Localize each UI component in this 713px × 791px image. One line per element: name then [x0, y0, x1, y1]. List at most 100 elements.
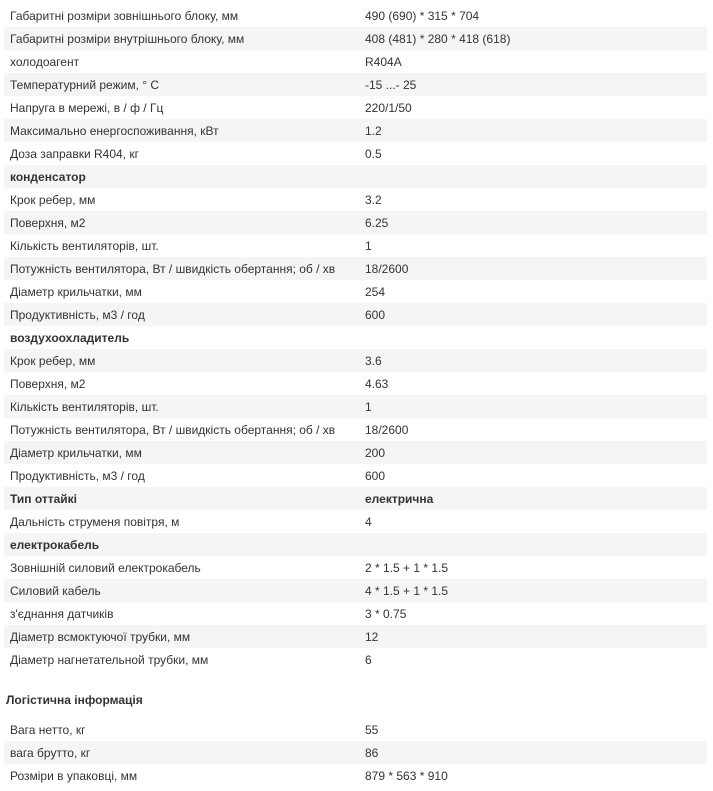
spec-table: Габаритні розміри зовнішнього блоку, мм 4…: [4, 4, 707, 671]
row-value: 220/1/50: [365, 100, 412, 115]
row-label: електрокабель: [4, 533, 359, 556]
row-label: Доза заправки R404, кг: [10, 146, 139, 161]
section-title: Логістична інформація: [6, 693, 143, 707]
row-label: вага брутто, кг: [4, 741, 359, 764]
empty-cell: [359, 326, 707, 349]
table-row: Діаметр всмоктуючої трубки, мм 12: [4, 625, 707, 648]
table-row: Кількість вентиляторів, шт. 1: [4, 234, 707, 257]
table-row: Поверхня, м2 4.63: [4, 372, 707, 395]
row-value: 3.2: [365, 192, 382, 207]
row-label: Кількість вентиляторів, шт.: [10, 238, 159, 253]
row-value: 18/2600: [365, 422, 409, 437]
row-label: Діаметр крильчатки, мм: [4, 441, 359, 464]
row-label: Продуктивність, м3 / год: [4, 303, 359, 326]
row-label: конденсатор: [4, 165, 359, 188]
table-row: Максимально енергоспоживання, кВт 1.2: [4, 119, 707, 142]
row-value: 3 * 0.75: [365, 606, 407, 621]
table-row: Габаритні розміри зовнішнього блоку, мм 4…: [4, 4, 707, 27]
row-value: R404A: [365, 54, 402, 69]
table-row: Поверхня, м2 6.25: [4, 211, 707, 234]
table-row: Зовнішній силовий електрокабель 2 * 1.5 +…: [4, 556, 707, 579]
table-row: вага брутто, кг 86: [4, 741, 707, 764]
row-value: 879 * 563 * 910: [365, 768, 448, 783]
row-value: 1: [365, 238, 372, 253]
table-row: Напруга в мережі, в / ф / Гц 220/1/50: [4, 96, 707, 119]
row-value: 254: [365, 284, 386, 299]
row-label: Тип оттайкі: [4, 487, 359, 510]
logistics-table: Вага нетто, кг 55 вага брутто, кг 86 Розміри…: [4, 718, 707, 787]
table-row: Діаметр нагнетательной трубки, мм 6: [4, 648, 707, 671]
row-value: 2 * 1.5 + 1 * 1.5: [365, 560, 449, 575]
row-value: 1.2: [359, 119, 707, 142]
row-label: Температурний режим, ° С: [4, 73, 359, 96]
row-value: 4.63: [365, 376, 389, 391]
row-value: 490 (690) * 315 * 704: [365, 8, 480, 23]
row-label: Продуктивність, м3 / год: [10, 468, 145, 483]
table-row: Габаритні розміри внутрішнього блоку, мм…: [4, 27, 707, 50]
row-value: 86: [359, 741, 707, 764]
table-row: електрокабель: [4, 533, 707, 556]
table-row: Температурний режим, ° С -15 ...- 25: [4, 73, 707, 96]
table-row: Потужність вентилятора, Вт / швидкість о…: [4, 418, 707, 441]
row-label: Кількість вентиляторів, шт.: [4, 395, 359, 418]
row-value: 0.5: [365, 146, 382, 161]
row-label: Діаметр нагнетательной трубки, мм: [10, 652, 209, 667]
row-value: 4 * 1.5 + 1 * 1.5: [359, 579, 707, 602]
table-row: Продуктивність, м3 / год 600: [4, 303, 707, 326]
row-label: Габаритні розміри зовнішнього блоку, мм: [10, 8, 239, 23]
empty-cell: [359, 165, 707, 188]
row-label: Крок ребер, мм: [10, 192, 96, 207]
row-label: з'єднання датчиків: [10, 606, 114, 621]
row-value: 6: [365, 652, 372, 667]
row-label: Габаритні розміри внутрішнього блоку, мм: [4, 27, 359, 50]
row-value: 600: [365, 468, 386, 483]
table-row: Доза заправки R404, кг 0.5: [4, 142, 707, 165]
table-row: Потужність вентилятора, Вт / швидкість о…: [4, 257, 707, 280]
row-label: Максимально енергоспоживання, кВт: [4, 119, 359, 142]
table-row: з'єднання датчиків 3 * 0.75: [4, 602, 707, 625]
table-row: Кількість вентиляторів, шт. 1: [4, 395, 707, 418]
row-value: 600: [359, 303, 707, 326]
row-label: холодоагент: [10, 54, 80, 69]
row-label: Крок ребер, мм: [4, 349, 359, 372]
table-row: Силовий кабель 4 * 1.5 + 1 * 1.5: [4, 579, 707, 602]
row-value: електрична: [359, 487, 707, 510]
row-value: 408 (481) * 280 * 418 (618): [359, 27, 707, 50]
row-value: 200: [359, 441, 707, 464]
row-value: 6.25: [359, 211, 707, 234]
empty-cell: [359, 533, 707, 556]
row-label: Вага нетто, кг: [10, 722, 86, 737]
row-value: 18/2600: [359, 257, 707, 280]
row-label: Силовий кабель: [4, 579, 359, 602]
row-label: Дальність струменя повітря, м: [10, 514, 180, 529]
row-label: Поверхня, м2: [4, 211, 359, 234]
row-label: Потужність вентилятора, Вт / швидкість о…: [10, 422, 336, 437]
row-label: Потужність вентилятора, Вт / швидкість о…: [4, 257, 359, 280]
row-label: Поверхня, м2: [10, 376, 86, 391]
table-row: Розміри в упаковці, мм 879 * 563 * 910: [4, 764, 707, 787]
row-label: Розміри в упаковці, мм: [10, 768, 138, 783]
row-label: воздухоохладитель: [10, 330, 130, 345]
row-value: 55: [365, 722, 379, 737]
table-row: Крок ребер, мм 3.6: [4, 349, 707, 372]
row-value: 1: [359, 395, 707, 418]
row-value: -15 ...- 25: [359, 73, 707, 96]
row-value: 3.6: [359, 349, 707, 372]
page: Габаритні розміри зовнішнього блоку, мм 4…: [0, 4, 713, 791]
table-row: Діаметр крильчатки, мм 200: [4, 441, 707, 464]
row-label: Напруга в мережі, в / ф / Гц: [10, 100, 164, 115]
row-value: 4: [365, 514, 372, 529]
row-label: Зовнішній силовий електрокабель: [10, 560, 201, 575]
row-label: Діаметр крильчатки, мм: [10, 284, 142, 299]
table-row: Вага нетто, кг 55: [4, 718, 707, 741]
table-row: Діаметр крильчатки, мм 254: [4, 280, 707, 303]
table-row: конденсатор: [4, 165, 707, 188]
table-row: холодоагент R404A: [4, 50, 707, 73]
table-row: воздухоохладитель: [4, 326, 707, 349]
table-row: Дальність струменя повітря, м 4: [4, 510, 707, 533]
row-label: Діаметр всмоктуючої трубки, мм: [4, 625, 359, 648]
table-row: Тип оттайкі електрична: [4, 487, 707, 510]
table-row: Крок ребер, мм 3.2: [4, 188, 707, 211]
row-value: 12: [359, 625, 707, 648]
table-row: Продуктивність, м3 / год 600: [4, 464, 707, 487]
